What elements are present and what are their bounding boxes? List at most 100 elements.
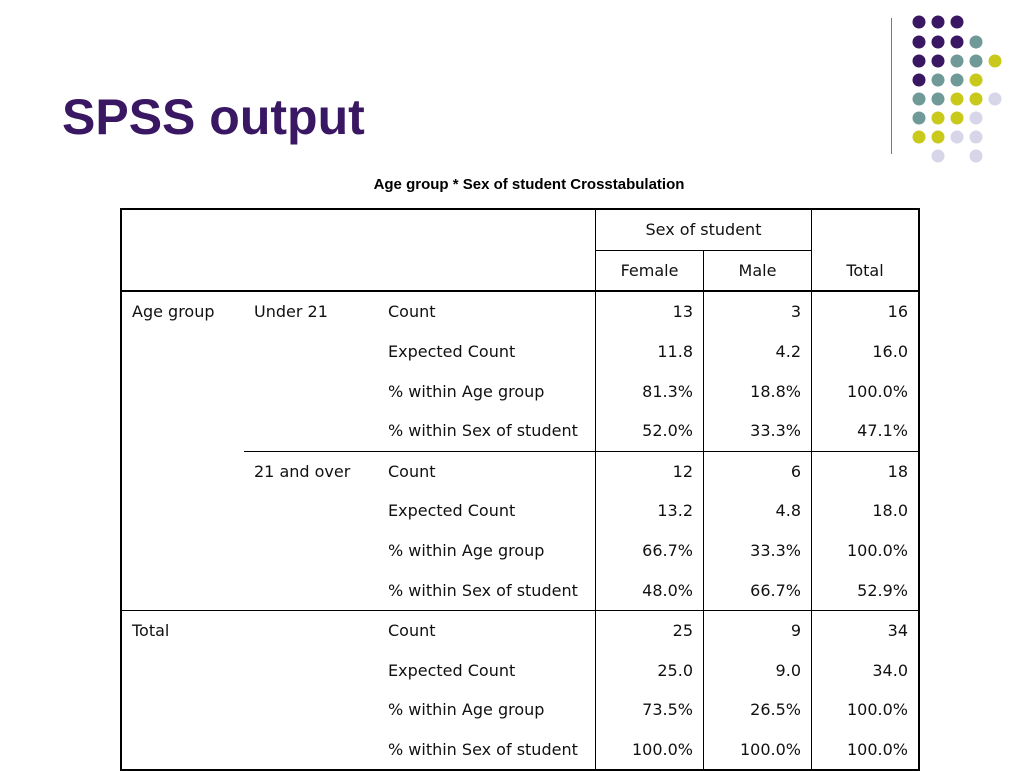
row-var-label: Age group (132, 302, 215, 322)
cell-female: 25.0 (595, 650, 704, 691)
stat-label: % within Age group (378, 690, 596, 730)
decorative-dot (912, 130, 926, 144)
cell-male: 4.8 (703, 491, 812, 531)
table-row: % within Sex of student 52.0% 33.3% 47.1… (121, 410, 919, 452)
table-row: Expected Count 25.0 9.0 34.0 (121, 650, 919, 691)
crosstab-table: Sex of student Female Male Total Age gro… (120, 208, 920, 771)
cell-total: 34.0 (872, 660, 908, 680)
decorative-dot (950, 73, 964, 87)
table-row: % within Sex of student 100.0% 100.0% 10… (121, 729, 919, 771)
decorative-dot (969, 92, 983, 106)
stat-label: Count (378, 451, 596, 492)
header-female: Female (595, 250, 704, 293)
cell-total: 100.0% (846, 740, 908, 760)
header-sex-of-student: Sex of student (595, 209, 812, 251)
cell-total: 18.0 (872, 501, 908, 521)
divider-line (891, 18, 892, 154)
stat-label: % within Sex of student (378, 729, 596, 771)
decorative-dot (931, 92, 945, 106)
stat-label: % within Sex of student (378, 410, 596, 452)
decorative-dot (988, 54, 1002, 68)
decorative-dot (950, 130, 964, 144)
stat-label: Expected Count (378, 331, 596, 372)
group-label-21-and-over: 21 and over (254, 461, 351, 481)
decorative-dot (931, 35, 945, 49)
cell-total: 16.0 (872, 342, 908, 362)
cell-male: 4.2 (703, 331, 812, 372)
cell-female: 12 (595, 451, 704, 492)
cell-male: 6 (703, 451, 812, 492)
decorative-dot (912, 54, 926, 68)
cell-female: 100.0% (595, 729, 704, 771)
decorative-dot (969, 111, 983, 125)
cell-total: 100.0% (846, 700, 908, 720)
decorative-dot (912, 15, 926, 29)
cell-total: 100.0% (846, 541, 908, 561)
table-row: Age group Under 21 Count 13 3 16 (121, 291, 919, 452)
table-row: Expected Count 13.2 4.8 18.0 (121, 491, 919, 531)
cell-female: 13 (595, 291, 704, 332)
decorative-dot (950, 15, 964, 29)
table-row: % within Sex of student 48.0% 66.7% 52.9… (121, 570, 919, 611)
cell-total: 52.9% (857, 580, 908, 600)
header-total: Total (811, 250, 919, 293)
decorative-dot (912, 73, 926, 87)
decorative-dot (988, 92, 1002, 106)
cell-male: 100.0% (703, 729, 812, 771)
cell-male: 9.0 (703, 650, 812, 691)
decorative-dot (950, 92, 964, 106)
decorative-dot (912, 111, 926, 125)
decorative-dot (950, 111, 964, 125)
table-row: Expected Count 11.8 4.2 16.0 (121, 331, 919, 372)
decorative-dot (912, 92, 926, 106)
cell-female: 52.0% (595, 410, 704, 452)
cell-male: 3 (703, 291, 812, 332)
group-label-under-21: Under 21 (244, 291, 378, 452)
decorative-dot (950, 35, 964, 49)
decorative-dot (969, 35, 983, 49)
decorative-dot (931, 73, 945, 87)
decorative-dot (931, 54, 945, 68)
cell-total: 47.1% (811, 410, 919, 452)
cell-male: 18.8% (703, 371, 812, 411)
cell-female: 73.5% (595, 690, 704, 730)
cell-total: 34 (811, 609, 919, 651)
stat-label: Expected Count (378, 650, 596, 691)
total-row-label: Total (121, 609, 378, 771)
table-row: % within Age group 73.5% 26.5% 100.0% (121, 690, 919, 730)
cell-female: 11.8 (595, 331, 704, 372)
decorative-dot (931, 111, 945, 125)
header-blank (121, 209, 596, 293)
stat-label: % within Age group (378, 530, 596, 571)
cell-female: 66.7% (595, 530, 704, 571)
cell-male: 66.7% (703, 570, 812, 611)
stat-label: Count (378, 609, 596, 651)
decorative-dot (912, 35, 926, 49)
decorative-dot (950, 54, 964, 68)
table-row: % within Age group 66.7% 33.3% 100.0% (121, 530, 919, 571)
table-caption: Age group * Sex of student Crosstabulati… (373, 176, 685, 193)
cell-total: 18 (887, 461, 908, 481)
stat-label: % within Sex of student (378, 570, 596, 611)
stat-label: % within Age group (378, 371, 596, 411)
cell-total: 100.0% (846, 381, 908, 401)
cell-male: 9 (703, 609, 812, 651)
decorative-dot (931, 149, 945, 163)
cell-female: 13.2 (595, 491, 704, 531)
decorative-dot (969, 130, 983, 144)
decorative-dot (931, 130, 945, 144)
cell-female: 81.3% (595, 371, 704, 411)
stat-label: Expected Count (378, 491, 596, 531)
table-row: 21 and over Count 12 6 18 (121, 451, 919, 492)
slide-title: SPSS output (62, 89, 365, 145)
cell-male: 33.3% (703, 410, 812, 452)
cell-male: 26.5% (703, 690, 812, 730)
table-row: % within Age group 81.3% 18.8% 100.0% (121, 371, 919, 411)
table-row: Total Count 25 9 34 (121, 609, 919, 771)
stat-label: Count (378, 291, 596, 332)
header-male: Male (703, 250, 812, 293)
decorative-dot (969, 54, 983, 68)
cell-male: 33.3% (703, 530, 812, 571)
cell-female: 48.0% (595, 570, 704, 611)
cell-female: 25 (595, 609, 704, 651)
